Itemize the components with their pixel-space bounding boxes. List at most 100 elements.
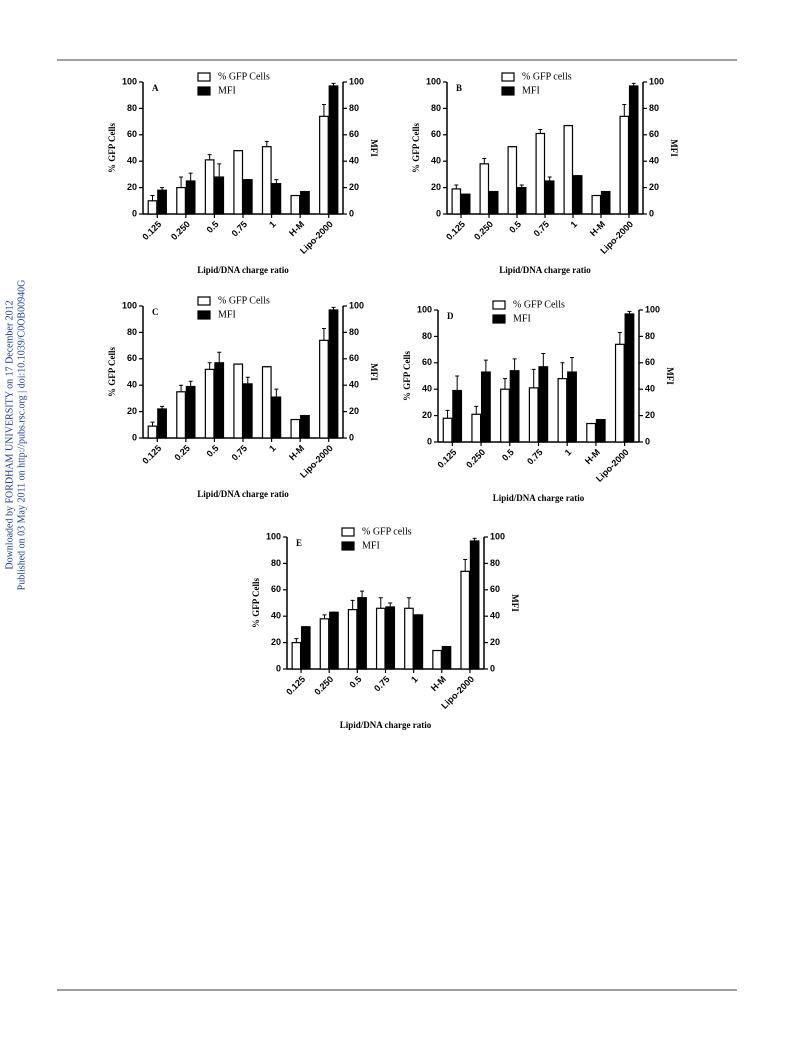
bar	[557, 378, 568, 443]
error-bar	[482, 158, 487, 164]
x-axis-label: Lipid/DNA charge ratio	[197, 265, 289, 275]
bar	[460, 570, 471, 670]
y2-tick-label: 80	[649, 103, 659, 113]
y-tick-label: 0	[436, 208, 441, 218]
y-tick-label: 80	[271, 558, 281, 568]
legend-label: MFI	[362, 540, 380, 551]
error-bar	[388, 602, 393, 607]
y-tick-label: 20	[431, 182, 441, 192]
error-bar	[519, 184, 524, 188]
error-bar	[160, 405, 165, 409]
bar	[480, 371, 491, 443]
bar	[628, 85, 639, 215]
bar	[291, 641, 302, 670]
x-tick-label: 1	[409, 674, 420, 685]
bar	[451, 188, 462, 215]
x-tick-label: 0.5	[507, 219, 523, 235]
error-bar	[217, 163, 222, 178]
y-tick-label: 0	[276, 663, 281, 673]
bar	[572, 175, 583, 215]
y-tick-label: 40	[127, 380, 137, 390]
error-bar	[150, 421, 155, 427]
error-bar	[150, 195, 155, 201]
bar	[290, 418, 301, 439]
y-tick-label: 80	[431, 103, 441, 113]
y2-tick-label: 20	[645, 410, 655, 420]
panel-label: C	[152, 307, 159, 317]
y-tick-label: 0	[132, 432, 137, 442]
error-bar	[622, 103, 627, 117]
y2-tick-label: 20	[349, 182, 359, 192]
legend-label: MFI	[513, 313, 531, 324]
y2-tick-label: 100	[645, 304, 660, 314]
bar	[319, 618, 330, 670]
bar	[328, 309, 339, 439]
y2-tick-label: 100	[349, 76, 364, 86]
error-bar	[617, 331, 622, 345]
y-tick-label: 60	[431, 129, 441, 139]
bar	[509, 370, 520, 443]
bar	[357, 597, 367, 670]
bar	[441, 645, 452, 670]
error-bar	[179, 384, 184, 392]
bar	[233, 150, 244, 215]
y2-tick-label: 40	[349, 156, 359, 166]
y-tick-label: 80	[422, 331, 432, 341]
bar	[157, 189, 167, 215]
y2-tick-label: 0	[349, 432, 354, 442]
bar	[300, 190, 310, 215]
legend-swatch	[492, 300, 506, 310]
x-tick-label: 0.75	[230, 443, 249, 462]
bar	[469, 540, 480, 670]
y-axis-label: % GFP Cells	[251, 578, 261, 628]
bar	[214, 176, 225, 215]
x-tick-label: 1	[563, 447, 574, 458]
x-tick-label: 0.5	[205, 443, 221, 459]
legend-swatch	[197, 72, 211, 82]
y2-tick-label: 60	[349, 353, 359, 363]
y2-axis-label: MFI	[669, 139, 679, 157]
error-bar	[454, 184, 459, 189]
legend-label: MFI	[218, 85, 236, 96]
legend-label: % GFP Cells	[513, 299, 565, 310]
y-tick-label: 100	[122, 76, 137, 86]
y-tick-label: 100	[426, 76, 441, 86]
legend-swatch	[501, 86, 515, 96]
bar	[242, 383, 253, 439]
y2-tick-label: 100	[649, 76, 664, 86]
bar	[460, 193, 471, 215]
error-bar	[627, 310, 632, 314]
x-tick-label: 0.125	[140, 219, 163, 242]
y-tick-label: 100	[417, 304, 432, 314]
error-bar	[331, 306, 336, 310]
x-axis-label: Lipid/DNA charge ratio	[493, 493, 585, 503]
y2-tick-label: 80	[645, 331, 655, 341]
legend-swatch	[197, 296, 211, 306]
bar	[544, 180, 555, 215]
x-tick-label: 0.250	[169, 219, 192, 242]
bar	[176, 187, 186, 215]
panel-label: A	[152, 83, 159, 93]
error-bar	[188, 380, 193, 387]
error-bar	[264, 140, 269, 147]
y-axis-label: % GFP Cells	[107, 347, 117, 397]
bar	[347, 608, 358, 670]
legend-swatch	[501, 72, 515, 82]
error-bar	[547, 176, 552, 181]
error-bar	[445, 409, 450, 419]
error-bar	[207, 154, 212, 160]
y2-tick-label: 0	[645, 436, 650, 446]
x-tick-label: H-M	[583, 447, 602, 466]
legend-label: % GFP Cells	[218, 71, 270, 82]
error-bar	[160, 187, 165, 191]
y2-tick-label: 40	[490, 611, 500, 621]
y2-tick-label: 20	[349, 406, 359, 416]
y-tick-label: 0	[132, 208, 137, 218]
y-tick-label: 40	[127, 156, 137, 166]
bar	[624, 313, 635, 443]
error-bar	[378, 597, 383, 609]
x-tick-label: H-M	[588, 219, 607, 238]
panel-label: B	[456, 83, 462, 93]
y2-tick-label: 0	[349, 208, 354, 218]
error-bar	[179, 176, 184, 188]
